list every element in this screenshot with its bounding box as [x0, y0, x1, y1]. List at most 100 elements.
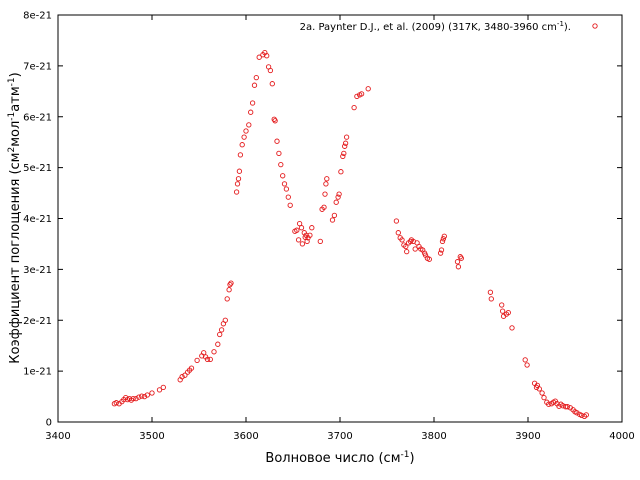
data-point	[487, 289, 494, 295]
data-point	[539, 390, 545, 396]
data-point	[237, 152, 244, 158]
y-tick-label: 6e-21	[23, 112, 52, 123]
y-tick-label: 8e-21	[23, 11, 52, 22]
data-point	[393, 218, 400, 224]
data-point	[309, 225, 315, 231]
data-point	[274, 138, 280, 144]
data-point	[233, 189, 240, 195]
data-point	[226, 287, 232, 293]
data-point	[239, 142, 245, 148]
y-tick-label: 7e-21	[23, 61, 52, 72]
scatter-points	[111, 49, 589, 420]
data-point	[243, 128, 249, 134]
x-tick-label: 3800	[421, 431, 446, 442]
x-tick-label: 3500	[139, 431, 164, 442]
data-point	[317, 238, 323, 245]
plot-frame	[57, 14, 623, 423]
legend-label-end: ).	[564, 22, 571, 33]
data-point	[267, 67, 274, 74]
data-point	[324, 176, 330, 182]
y-axis-label-sup2: -1	[7, 112, 17, 121]
data-point	[222, 317, 228, 323]
y-tick-label: 0	[46, 418, 52, 429]
data-point	[335, 194, 341, 200]
data-point	[264, 53, 270, 59]
data-point	[188, 365, 195, 371]
data-point	[524, 362, 530, 368]
data-point	[287, 202, 293, 208]
legend-marker	[592, 23, 598, 29]
legend-label-main: 2a. Paynter D.J., et al. (2009) (317K, 3…	[300, 22, 557, 33]
legend-label: 2a. Paynter D.J., et al. (2009) (317K, 3…	[300, 20, 571, 33]
data-point	[522, 357, 528, 363]
y-axis-label-end: )	[8, 72, 23, 77]
data-point	[340, 153, 346, 160]
data-point	[343, 134, 350, 140]
x-tick-label: 4000	[609, 431, 634, 442]
data-point	[234, 181, 241, 187]
x-tick-label: 3900	[515, 431, 540, 442]
legend-label-sup: -1	[557, 20, 564, 28]
data-point	[296, 220, 303, 227]
x-tick-label: 3400	[45, 431, 70, 442]
data-point	[218, 327, 225, 333]
data-point	[455, 264, 462, 270]
x-tick-label: 3700	[327, 431, 352, 442]
data-point	[509, 325, 515, 331]
data-point	[248, 109, 254, 115]
data-point	[253, 74, 259, 81]
data-point	[307, 232, 313, 238]
data-point	[285, 194, 291, 200]
y-tick-label: 3e-21	[23, 265, 52, 276]
data-point	[246, 122, 252, 128]
y-axis-label: Коэффициент поглощения (см2мол-1атм-1)	[7, 72, 23, 363]
data-point	[298, 225, 305, 231]
data-point	[194, 357, 200, 364]
data-point	[354, 93, 360, 100]
data-point	[224, 296, 230, 302]
y-axis-label-mid2: атм	[8, 86, 23, 111]
axis-ticks	[57, 14, 623, 423]
data-point	[113, 400, 119, 406]
data-point	[541, 394, 547, 401]
x-axis-label-main: Волновое число (см	[265, 451, 400, 466]
data-point	[304, 238, 310, 245]
y-tick-label: 5e-21	[23, 163, 52, 174]
y-axis-label-sup3: -1	[7, 77, 17, 86]
y-axis-label-main: Коэффициент поглощения (см	[8, 153, 23, 364]
data-point	[338, 169, 344, 175]
data-point	[323, 181, 329, 187]
tick-labels: 3400 3500 3600 3700 3800 3900 4000 0 1e-21 2e-21 3…	[23, 11, 635, 443]
data-point	[156, 387, 163, 393]
x-axis-label-end: )	[409, 451, 414, 466]
data-point	[283, 186, 290, 192]
data-point	[351, 104, 357, 111]
data-point	[333, 199, 339, 205]
data-point	[458, 255, 464, 261]
data-point	[322, 191, 328, 197]
x-tick-label: 3600	[233, 431, 258, 442]
data-point	[241, 134, 247, 140]
x-axis-label: Волновое число (см-1)	[265, 450, 414, 466]
data-point	[341, 150, 347, 157]
data-point	[488, 296, 494, 302]
data-point	[251, 82, 258, 88]
data-point	[454, 259, 461, 265]
data-point	[236, 168, 243, 174]
data-point	[269, 81, 275, 87]
data-point	[160, 384, 166, 391]
y-tick-label: 4e-21	[23, 214, 52, 225]
data-point	[499, 302, 505, 308]
data-point	[365, 86, 371, 92]
y-tick-label: 1e-21	[23, 367, 52, 378]
data-point	[249, 100, 256, 106]
data-point	[281, 181, 288, 187]
data-point	[217, 331, 223, 338]
data-point	[321, 204, 327, 210]
x-axis-label-sup: -1	[401, 450, 410, 460]
data-point	[399, 237, 405, 243]
data-point	[295, 237, 302, 243]
data-point	[583, 412, 589, 418]
data-point	[412, 246, 418, 252]
